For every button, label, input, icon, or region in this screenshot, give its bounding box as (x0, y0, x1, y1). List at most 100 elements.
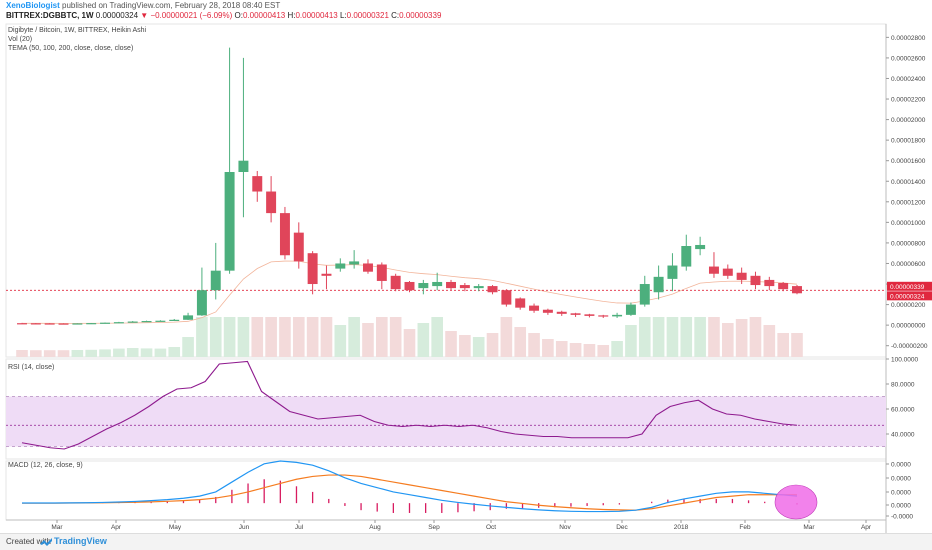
price-scale-badge-label: 0.00000324 (890, 293, 925, 300)
symbol-label[interactable]: BITTREX:DGBBTC, 1W (6, 11, 94, 20)
candle-body (335, 263, 346, 269)
rsi-tick-label: 100.0000 (891, 357, 918, 364)
volume-bar (265, 317, 277, 357)
volume-bar (638, 317, 651, 357)
candle-body (113, 322, 124, 324)
volume-bar (306, 317, 319, 357)
volume-bar (237, 317, 250, 357)
candle-body (598, 315, 609, 317)
candle-body (196, 290, 207, 316)
footer-bar: Created with TradingView (0, 533, 932, 550)
macd-line (22, 460, 798, 513)
low-label: L: (339, 11, 347, 20)
high-value: 0.00000413 (295, 11, 338, 20)
volume-bar (763, 325, 776, 357)
candle-body (750, 275, 761, 286)
chart-canvas[interactable]: 0.00002800 0.00002600 0.00002400 0.00002200… (0, 0, 932, 533)
price-tick-label: 0.00001400 (891, 179, 926, 186)
rsi-line (21, 360, 798, 450)
price-tick-label: 0.00002400 (891, 76, 926, 83)
macd-tick-label: -0.0000 (891, 514, 913, 521)
candle-body (224, 172, 235, 271)
candle-body (639, 284, 650, 305)
rsi-tick-label: 40.0000 (891, 432, 915, 439)
candle-body (764, 279, 775, 287)
volume-bar (334, 325, 347, 357)
candle-body (515, 298, 526, 308)
tema-legend[interactable]: TEMA (50, 100, 200, close, close, close) (8, 45, 134, 52)
candle-body (86, 323, 97, 325)
volume-bar (459, 335, 471, 357)
volume-bar (694, 317, 706, 357)
candle-body (100, 322, 111, 324)
price-tick-label: -0.00000200 (891, 343, 928, 350)
volume-bar (403, 329, 416, 357)
volume-bar (569, 343, 582, 357)
volume-bar (16, 350, 28, 357)
time-tick-label: Oct (486, 524, 496, 531)
volume-bar (85, 349, 98, 357)
rsi-legend[interactable]: RSI (14, close) (8, 364, 55, 371)
price-scale-badge (887, 281, 932, 291)
volume-bar (140, 348, 153, 357)
candle-body (279, 213, 290, 256)
candle-body (363, 263, 373, 272)
price-tick-label: 0.00001600 (891, 158, 926, 165)
time-tick-label: 2018 (674, 524, 689, 531)
publish-date: published on TradingView.com, February 2… (59, 1, 281, 10)
volume-bar (126, 348, 139, 357)
tradingview-brand[interactable]: TradingView (54, 536, 107, 546)
macd-tick-label: 0.0000 (891, 490, 911, 497)
candle-body (404, 281, 415, 291)
candle-body (266, 191, 277, 214)
chart-header: XenoBiologist published on TradingView.c… (0, 0, 932, 24)
close-value: 0.00000339 (399, 11, 442, 20)
highlight-circle (774, 484, 818, 520)
candle-body (667, 265, 678, 279)
volume-bar (528, 333, 540, 357)
main-legend-title[interactable]: Digibyte / Bitcoin, 1W, BITTREX, Heikin … (8, 27, 147, 34)
candle-body (722, 268, 733, 276)
time-tick-label: Jul (295, 524, 304, 531)
candle-body (210, 270, 221, 291)
price-tick-label: 0.00002000 (891, 117, 926, 124)
candle-body (487, 286, 498, 293)
macd-legend[interactable]: MACD (12, 26, close, 9) (8, 462, 83, 469)
pane-frame-1 (5, 23, 887, 358)
candle-body (792, 286, 802, 294)
volume-bar (99, 349, 111, 357)
candle-body (238, 160, 249, 172)
price-tick-label: 0.00002200 (891, 97, 926, 104)
volume-bar (597, 345, 610, 357)
rsi-band (6, 396, 886, 447)
macd-tick-label: 0.0000 (891, 476, 911, 483)
price-tick-label: 0.00001000 (891, 220, 926, 227)
candle-body (141, 321, 152, 323)
volume-bar (320, 317, 333, 357)
candle-body (30, 323, 41, 325)
candle-body (349, 261, 360, 265)
volume-bar (196, 317, 208, 357)
high-label: H: (287, 11, 296, 20)
volume-bar (749, 317, 762, 357)
volume-bar (721, 323, 734, 357)
volume-bar (113, 348, 125, 357)
price-tick-label: 0.00001200 (891, 199, 926, 206)
volume-bar (154, 348, 167, 357)
time-tick-label: May (169, 524, 182, 531)
price-scale-badge-label: 0.00000339 (890, 284, 925, 291)
vol-legend[interactable]: Vol (20) (8, 36, 33, 43)
volume-bar (376, 317, 388, 357)
volume-bar (417, 323, 430, 357)
candle-body (72, 323, 83, 325)
candle-body (695, 244, 706, 250)
volume-bar (611, 341, 623, 357)
macd-tick-label: 0.0000 (891, 503, 911, 510)
time-tick-label: Apr (861, 524, 872, 531)
volume-bar (486, 333, 499, 357)
candle-body (446, 281, 456, 289)
macd-tick-label: 0.0000 (891, 462, 911, 469)
author-link[interactable]: XenoBiologist (6, 1, 60, 10)
volume-bar (542, 339, 554, 357)
volume-bar (362, 323, 374, 357)
